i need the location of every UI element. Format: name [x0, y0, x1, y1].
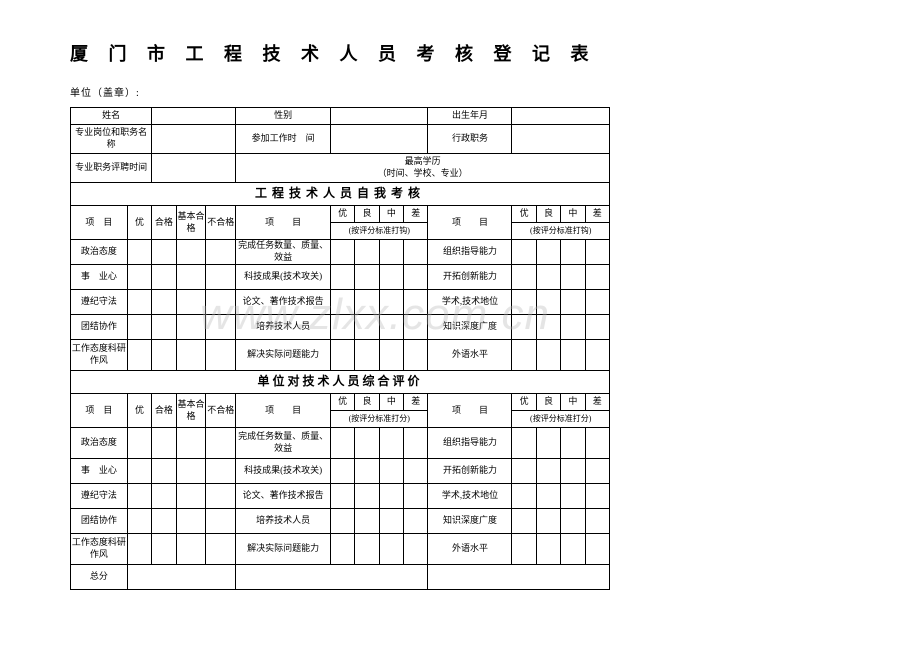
s1-h-pass: 合格 [152, 206, 176, 240]
value-admin [512, 125, 610, 154]
value-worktime [330, 125, 428, 154]
s1r3c: 知识深度广度 [428, 315, 512, 340]
label-birth: 出生年月 [428, 108, 512, 125]
s1r2a: 遵纪守法 [71, 290, 128, 315]
label-admin: 行政职务 [428, 125, 512, 154]
s1r1b: 科技成果(技术攻关) [236, 265, 331, 290]
label-edu: 最高学历 （时间、学校、专业） [236, 154, 610, 183]
label-evaltime: 专业职务评聘时间 [71, 154, 152, 183]
s2r1b: 科技成果(技术攻关) [236, 459, 331, 484]
s2-h-y1: 优 [330, 394, 354, 411]
s1-h-c1: 差 [404, 206, 428, 223]
s2-note1: (按评分标准打分) [330, 411, 428, 428]
value-birth [512, 108, 610, 125]
s1r0c: 组织指导能力 [428, 240, 512, 265]
s1r2c: 学术,技术地位 [428, 290, 512, 315]
label-post: 专业岗位和职务名称 [71, 125, 152, 154]
s1r4c: 外语水平 [428, 340, 512, 371]
edu-detail: （时间、学校、专业） [378, 168, 468, 178]
s1-note1: (按评分标准打钩) [330, 223, 428, 240]
s2-h-y2: 优 [512, 394, 536, 411]
value-gender [330, 108, 428, 125]
s2r1a: 事 业心 [71, 459, 128, 484]
s1-h-item2: 项 目 [236, 206, 331, 240]
s2-h-z2: 中 [561, 394, 585, 411]
s2-h-basic: 基本合格 [176, 394, 206, 428]
s2-h-l1: 良 [355, 394, 379, 411]
s2r0c: 组织指导能力 [428, 428, 512, 459]
s1r3a: 团结协作 [71, 315, 128, 340]
s1-h-l2: 良 [536, 206, 560, 223]
s1-h-z1: 中 [379, 206, 403, 223]
s1-h-excellent: 优 [127, 206, 151, 240]
s2-h-pass: 合格 [152, 394, 176, 428]
s2r3b: 培养技术人员 [236, 509, 331, 534]
s2-h-l2: 良 [536, 394, 560, 411]
label-gender: 性别 [236, 108, 331, 125]
s1-h-z2: 中 [561, 206, 585, 223]
value-name [152, 108, 236, 125]
s1-h-c2: 差 [585, 206, 609, 223]
s2r3a: 团结协作 [71, 509, 128, 534]
s2r1c: 开拓创新能力 [428, 459, 512, 484]
s2r2c: 学术,技术地位 [428, 484, 512, 509]
s2-note2: (按评分标准打分) [512, 411, 610, 428]
s2r0a: 政治态度 [71, 428, 128, 459]
s1-h-y2: 优 [512, 206, 536, 223]
s1r3b: 培养技术人员 [236, 315, 331, 340]
label-worktime: 参加工作时 间 [236, 125, 331, 154]
s1r4b: 解决实际问题能力 [236, 340, 331, 371]
s1-h-item3: 项 目 [428, 206, 512, 240]
s2-h-item3: 项 目 [428, 394, 512, 428]
s2r4a: 工作态度科研作风 [71, 534, 128, 565]
s2-h-c1: 差 [404, 394, 428, 411]
s2r4b: 解决实际问题能力 [236, 534, 331, 565]
s1r0a: 政治态度 [71, 240, 128, 265]
edu-title: 最高学历 [405, 156, 441, 166]
main-table: 姓名 性别 出生年月 专业岗位和职务名称 参加工作时 间 行政职务 专业职务评聘… [70, 107, 610, 590]
s1r4a: 工作态度科研作风 [71, 340, 128, 371]
s1r2b: 论文、著作技术报告 [236, 290, 331, 315]
s1-h-l1: 良 [355, 206, 379, 223]
s2-h-fail: 不合格 [206, 394, 236, 428]
s2r2b: 论文、著作技术报告 [236, 484, 331, 509]
s1-note2: (按评分标准打钩) [512, 223, 610, 240]
section2-header: 单位对技术人员综合评价 [71, 371, 610, 394]
s1-h-basic: 基本合格 [176, 206, 206, 240]
label-name: 姓名 [71, 108, 152, 125]
s2-total: 总分 [71, 565, 128, 590]
s2-h-item: 项 目 [71, 394, 128, 428]
unit-seal-label: 单位（盖章）: [70, 84, 850, 99]
s1-h-fail: 不合格 [206, 206, 236, 240]
s2-h-item2: 项 目 [236, 394, 331, 428]
s1r1c: 开拓创新能力 [428, 265, 512, 290]
s1r1a: 事 业心 [71, 265, 128, 290]
s1-h-y1: 优 [330, 206, 354, 223]
s2r2a: 遵纪守法 [71, 484, 128, 509]
s2-h-z1: 中 [379, 394, 403, 411]
s1-h-item: 项 目 [71, 206, 128, 240]
page-title: 厦 门 市 工 程 技 术 人 员 考 核 登 记 表 [70, 40, 850, 66]
s2-h-excellent: 优 [127, 394, 151, 428]
document-page: 厦 门 市 工 程 技 术 人 员 考 核 登 记 表 单位（盖章）: 姓名 性… [0, 0, 920, 590]
section1-header: 工程技术人员自我考核 [71, 183, 610, 206]
s2r0b: 完成任务数量、质量、效益 [236, 428, 331, 459]
s2r4c: 外语水平 [428, 534, 512, 565]
s2-h-c2: 差 [585, 394, 609, 411]
s1r0b: 完成任务数量、质量、效益 [236, 240, 331, 265]
s2r3c: 知识深度广度 [428, 509, 512, 534]
value-post [152, 125, 236, 154]
value-evaltime [152, 154, 236, 183]
